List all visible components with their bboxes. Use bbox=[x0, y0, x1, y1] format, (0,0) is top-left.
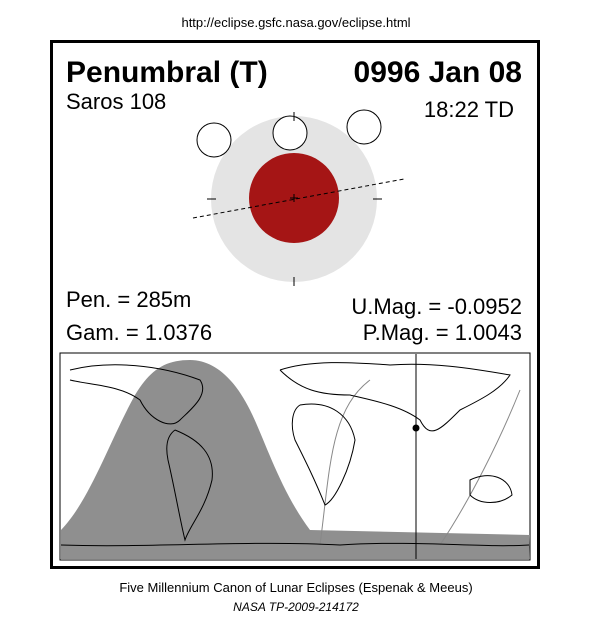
frame bbox=[50, 40, 540, 569]
moon bbox=[346, 109, 382, 145]
axis-ticks bbox=[207, 112, 382, 286]
title: Penumbral (T) bbox=[66, 56, 268, 89]
gamma: Gam. = 1.0376 bbox=[66, 320, 212, 345]
moon-path bbox=[192, 178, 405, 219]
saros: Saros 108 bbox=[66, 89, 166, 114]
moon bbox=[196, 122, 232, 158]
umbral-magnitude: U.Mag. = -0.0952 bbox=[351, 294, 522, 319]
eclipse-diagram bbox=[192, 109, 405, 286]
url: http://eclipse.gsfc.nasa.gov/eclipse.htm… bbox=[181, 15, 410, 30]
date: 0996 Jan 08 bbox=[354, 56, 522, 89]
penumbra-limits bbox=[319, 379, 521, 546]
time: 18:22 TD bbox=[424, 97, 514, 122]
footer-reference: NASA TP-2009-214172 bbox=[233, 600, 359, 614]
coastlines bbox=[60, 362, 530, 547]
moon bbox=[272, 115, 308, 151]
footer-source: Five Millennium Canon of Lunar Eclipses … bbox=[119, 580, 472, 595]
world-map bbox=[59, 352, 531, 561]
sub-moon-point bbox=[412, 424, 420, 432]
penumbral-magnitude: P.Mag. = 1.0043 bbox=[363, 320, 522, 345]
pen-duration: Pen. = 285m bbox=[66, 287, 191, 312]
